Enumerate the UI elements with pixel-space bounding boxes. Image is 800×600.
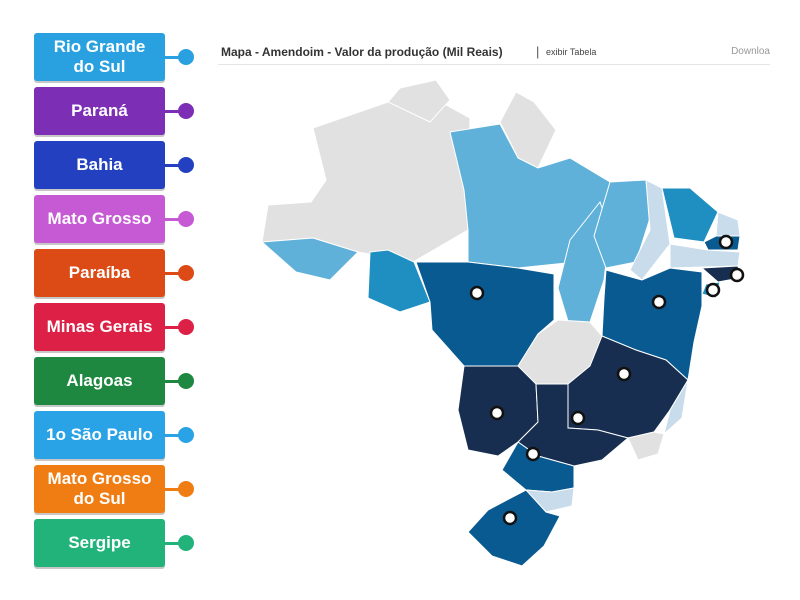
download-link[interactable]: Downloa — [731, 46, 770, 57]
label-tile-parana[interactable]: Paraná — [34, 87, 194, 135]
drop-target-marker-rio-grande-do-sul[interactable] — [502, 510, 518, 526]
label-tile-bahia[interactable]: Bahia — [34, 141, 194, 189]
region-espirito-santo — [663, 379, 689, 436]
drag-pin[interactable] — [178, 535, 194, 551]
region-sao-paulo — [517, 383, 630, 467]
region-rio-grande-do-norte — [715, 211, 741, 237]
drop-target-marker-mato-grosso[interactable] — [469, 285, 485, 301]
region-pernambuco — [669, 243, 741, 269]
label-text: Minas Gerais — [46, 317, 153, 336]
tile-connector — [165, 542, 181, 545]
drop-target-marker-sao-paulo[interactable] — [570, 410, 586, 426]
drop-target-marker-mato-grosso-do-sul[interactable] — [489, 405, 505, 421]
drop-target-marker-minas-gerais[interactable] — [616, 366, 632, 382]
drag-pin[interactable] — [178, 265, 194, 281]
region-rio-grande-do-sul — [467, 489, 561, 567]
region-roraima — [387, 79, 451, 123]
label-text: Sergipe — [68, 533, 131, 552]
label-tile-minas-gerais[interactable]: Minas Gerais — [34, 303, 194, 351]
map-title: Mapa - Amendoim - Valor da produção (Mil… — [221, 45, 503, 59]
drop-target-marker-parana[interactable] — [525, 446, 541, 462]
drag-pin[interactable] — [178, 319, 194, 335]
tile-connector — [165, 56, 181, 59]
label-text: Mato Grosso — [47, 209, 152, 228]
region-amazonas — [261, 95, 471, 263]
brazil-map — [260, 79, 745, 567]
title-separator: | — [536, 44, 540, 59]
drop-target-marker-sergipe[interactable] — [705, 282, 721, 298]
drag-pin[interactable] — [178, 49, 194, 65]
drag-pin[interactable] — [178, 373, 194, 389]
label-text: Bahia — [76, 155, 123, 174]
label-column: Rio Grande do Sul Paraná Bahia Mato Gros… — [0, 0, 200, 600]
tile-connector — [165, 380, 181, 383]
map-header: Mapa - Amendoim - Valor da produção (Mil… — [218, 42, 770, 65]
tile-connector — [165, 434, 181, 437]
drag-pin[interactable] — [178, 481, 194, 497]
tile-connector — [165, 326, 181, 329]
tile-connector — [165, 218, 181, 221]
label-text: Mato Grosso do Sul — [47, 469, 152, 508]
tile-connector — [165, 272, 181, 275]
region-bahia — [601, 267, 703, 381]
label-tile-mato-grosso[interactable]: Mato Grosso — [34, 195, 194, 243]
label-text: 1o São Paulo — [46, 425, 153, 444]
show-table-link[interactable]: exibir Tabela — [546, 47, 597, 57]
region-rio-de-janeiro — [627, 431, 665, 461]
label-tile-paraiba[interactable]: Paraíba — [34, 249, 194, 297]
region-acre — [260, 237, 359, 281]
drag-pin[interactable] — [178, 211, 194, 227]
label-text: Alagoas — [66, 371, 133, 390]
map-panel: Mapa - Amendoim - Valor da produção (Mil… — [218, 30, 770, 570]
tile-connector — [165, 110, 181, 113]
tile-connector — [165, 164, 181, 167]
tile-connector — [165, 488, 181, 491]
label-tile-sao-paulo[interactable]: 1o São Paulo — [34, 411, 194, 459]
label-tile-alagoas[interactable]: Alagoas — [34, 357, 194, 405]
drop-target-marker-bahia[interactable] — [651, 294, 667, 310]
drag-pin[interactable] — [178, 103, 194, 119]
region-rondonia — [367, 249, 431, 313]
region-ceara — [661, 187, 719, 243]
label-text: Paraná — [71, 101, 128, 120]
drop-target-marker-paraiba[interactable] — [718, 234, 734, 250]
drag-pin[interactable] — [178, 157, 194, 173]
drag-pin[interactable] — [178, 427, 194, 443]
label-text: Rio Grande do Sul — [53, 37, 146, 76]
label-text: Paraíba — [68, 263, 131, 282]
drop-target-marker-alagoas[interactable] — [729, 267, 745, 283]
label-tile-sergipe[interactable]: Sergipe — [34, 519, 194, 567]
label-tile-rio-grande-do-sul[interactable]: Rio Grande do Sul — [34, 33, 194, 81]
label-tile-mato-grosso-do-sul[interactable]: Mato Grosso do Sul — [34, 465, 194, 513]
